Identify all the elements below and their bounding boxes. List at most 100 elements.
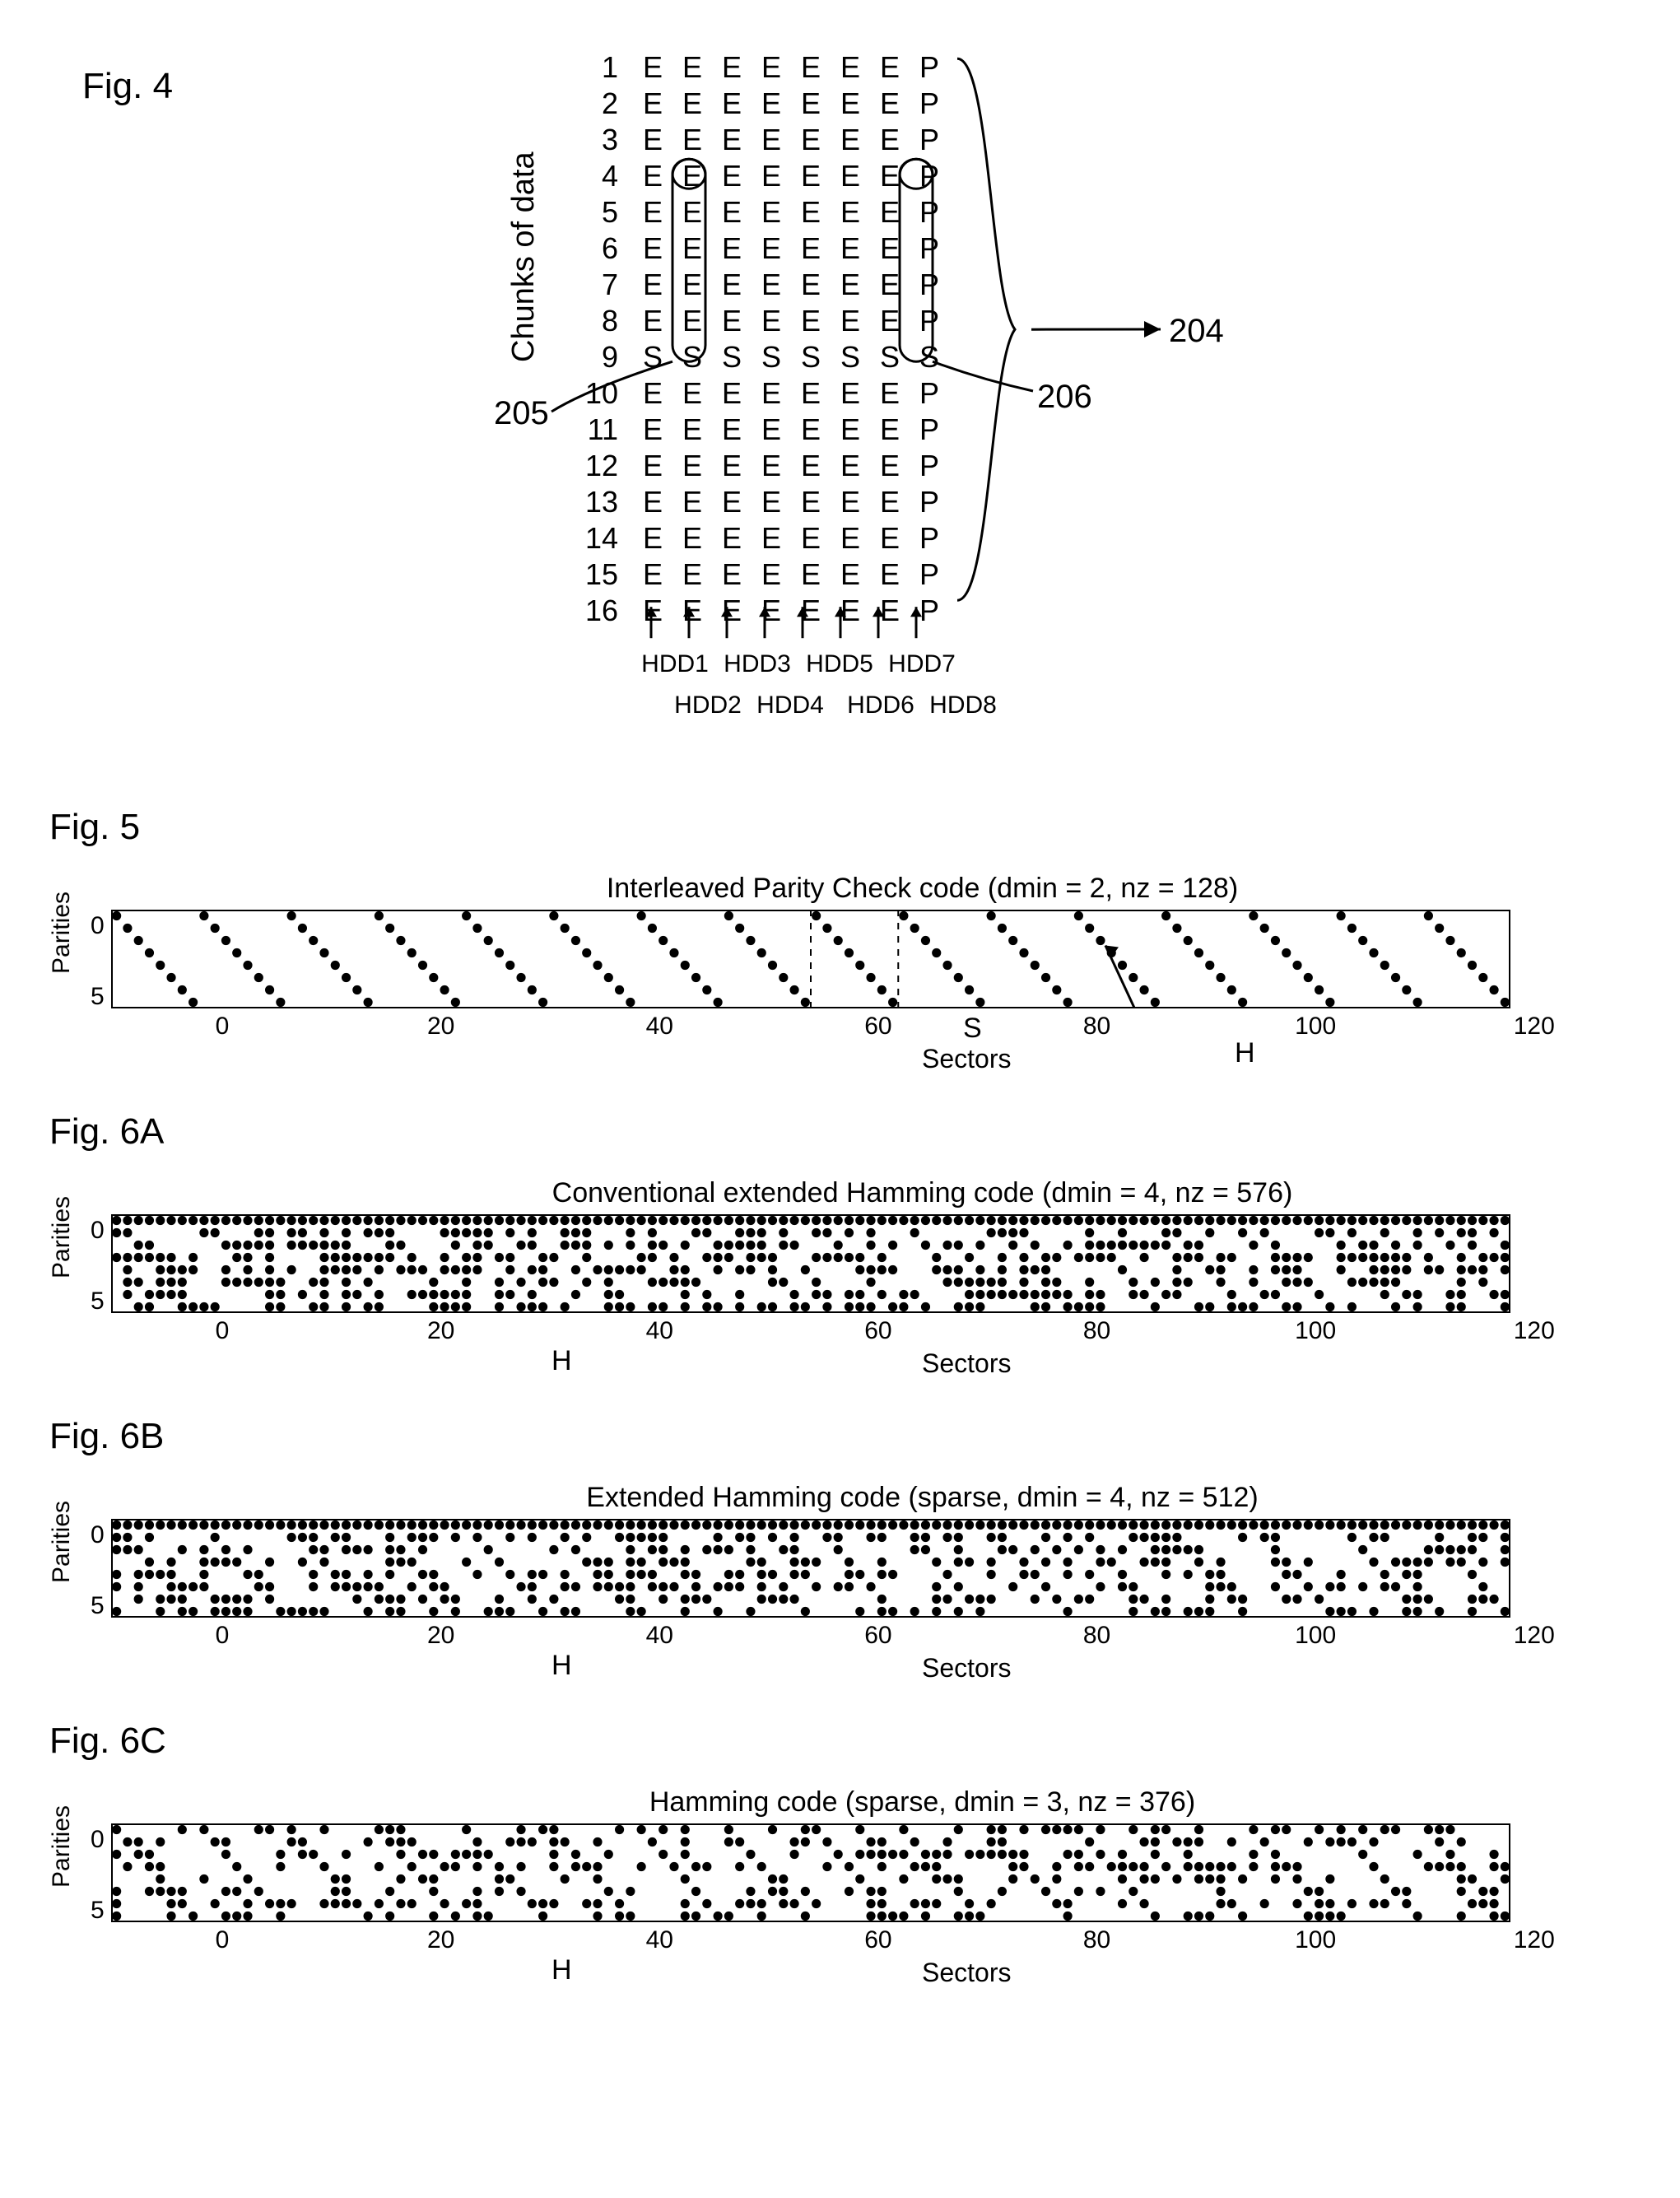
fig4-cell: E	[752, 520, 791, 556]
fig4-cell: E	[870, 86, 910, 122]
fig4-hdd7: HDD7	[873, 650, 971, 678]
fig5-ylabel: Parities	[48, 949, 76, 974]
fig4-hdd8: HDD8	[914, 692, 1012, 719]
fig4-rownum: 11	[568, 412, 633, 448]
fig6c: Fig. 6C Hamming code (sparse, dmin = 3, …	[49, 1721, 1631, 1992]
fig4-cell: S	[791, 339, 831, 375]
fig6c-ytick0: 0	[91, 1826, 105, 1854]
fig6a-ytick0: 0	[91, 1217, 105, 1245]
fig4-cell: P	[910, 593, 949, 629]
fig4-cell: E	[712, 412, 752, 448]
fig4-cell: E	[633, 556, 672, 593]
fig5-ytick1: 5	[91, 983, 105, 1011]
fig4-cell: E	[633, 520, 672, 556]
fig4-cell: E	[870, 49, 910, 86]
fig4-cell: P	[910, 520, 949, 556]
fig4-rownum: 5	[568, 194, 633, 231]
fig4-cell: E	[791, 593, 831, 629]
fig6b-xtick: 0	[216, 1622, 230, 1650]
fig4-cell: E	[831, 520, 870, 556]
fig4-cell: P	[910, 267, 949, 303]
fig4-cell: E	[791, 375, 831, 412]
fig5-xtick: 80	[1083, 1013, 1110, 1041]
fig4-cell: E	[870, 158, 910, 194]
fig6b-plot	[111, 1519, 1510, 1622]
fig4-cell: E	[870, 484, 910, 520]
fig4: Fig. 4 Chunks of data 1EEEEEEEP2EEEEEEEP…	[49, 33, 1631, 790]
fig6b-ytick1: 5	[91, 1592, 105, 1620]
fig4-cell: S	[870, 339, 910, 375]
fig4-cell: E	[752, 158, 791, 194]
fig6a-h-label: H	[551, 1345, 572, 1377]
fig6a-xtick: 0	[216, 1317, 230, 1345]
fig6b-ytick0: 0	[91, 1521, 105, 1549]
fig4-cell: E	[752, 593, 791, 629]
fig4-cell: P	[910, 86, 949, 122]
fig4-rownum: 15	[568, 556, 633, 593]
fig4-cell: P	[910, 412, 949, 448]
fig4-cell: E	[712, 267, 752, 303]
fig4-cell: E	[791, 520, 831, 556]
fig4-hdd4: HDD4	[741, 692, 840, 719]
fig4-rownum: 13	[568, 484, 633, 520]
fig4-cell: E	[633, 86, 672, 122]
fig6c-xtick: 60	[864, 1926, 891, 1954]
fig6b: Fig. 6B Extended Hamming code (sparse, d…	[49, 1416, 1631, 1688]
fig4-cell: E	[831, 231, 870, 267]
fig4-cell: E	[672, 158, 712, 194]
fig4-cell: E	[752, 484, 791, 520]
fig4-cell: E	[870, 556, 910, 593]
fig4-cell: E	[712, 448, 752, 484]
fig4-rownum: 14	[568, 520, 633, 556]
fig4-cell: E	[633, 122, 672, 158]
fig4-cell: E	[870, 593, 910, 629]
fig4-cell: E	[791, 194, 831, 231]
fig4-cell: P	[910, 556, 949, 593]
fig4-cell: S	[633, 339, 672, 375]
fig4-cell: E	[752, 49, 791, 86]
fig4-cell: E	[633, 303, 672, 339]
fig4-rownum: 4	[568, 158, 633, 194]
fig4-cell: E	[712, 49, 752, 86]
fig4-cell: E	[791, 267, 831, 303]
fig4-cell: E	[752, 267, 791, 303]
fig5-yticks: 0 5	[91, 912, 105, 1011]
fig4-cell: E	[752, 412, 791, 448]
fig6c-label: Fig. 6C	[49, 1721, 1631, 1762]
fig6a: Fig. 6A Conventional extended Hamming co…	[49, 1111, 1631, 1383]
fig4-cell: E	[712, 375, 752, 412]
fig6c-xtick: 20	[427, 1926, 454, 1954]
fig6b-xtick: 100	[1295, 1622, 1336, 1650]
fig4-cell: E	[633, 194, 672, 231]
fig6c-xtick: 100	[1295, 1926, 1336, 1954]
fig4-cell: E	[712, 593, 752, 629]
fig4-rownum: 10	[568, 375, 633, 412]
fig4-label: Fig. 4	[82, 66, 173, 107]
fig4-cell: E	[672, 303, 712, 339]
fig4-cell: E	[831, 158, 870, 194]
fig6a-xtick: 40	[646, 1317, 673, 1345]
fig4-ref-206: 206	[1037, 379, 1092, 416]
fig6a-xaxis: Sectors H 020406080100120	[222, 1317, 1631, 1383]
fig5-ytick0: 0	[91, 912, 105, 940]
fig6b-h-label: H	[551, 1650, 572, 1682]
fig6c-xaxis: Sectors H 020406080100120	[222, 1926, 1631, 1992]
fig5-xtick: 40	[646, 1013, 673, 1041]
fig4-cell: E	[791, 448, 831, 484]
fig4-cell: E	[831, 267, 870, 303]
fig4-cell: E	[633, 484, 672, 520]
fig6b-xtick: 60	[864, 1622, 891, 1650]
fig6b-svg	[111, 1519, 1510, 1618]
fig4-cell: E	[752, 556, 791, 593]
fig6c-svg	[111, 1823, 1510, 1922]
fig4-cell: E	[791, 231, 831, 267]
fig4-cell: P	[910, 484, 949, 520]
fig6c-xtick: 40	[646, 1926, 673, 1954]
fig6a-xlabel: Sectors	[922, 1348, 1011, 1379]
fig4-ref-205: 205	[494, 395, 549, 432]
fig4-cell: E	[791, 49, 831, 86]
fig6a-label: Fig. 6A	[49, 1111, 1631, 1153]
fig4-cell: E	[791, 412, 831, 448]
fig6c-xlabel: Sectors	[922, 1958, 1011, 1988]
fig4-cell: E	[712, 556, 752, 593]
